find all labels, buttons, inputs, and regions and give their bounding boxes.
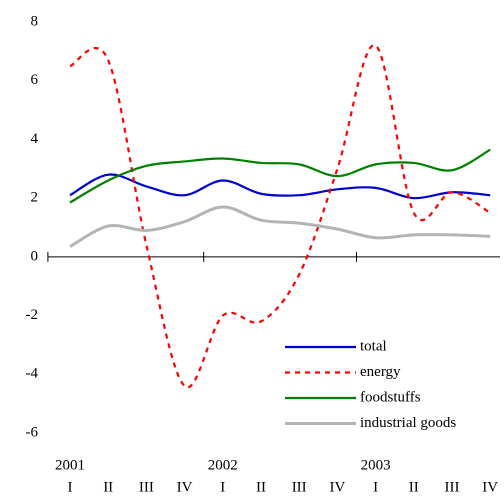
y-tick-label: -6 [26, 424, 39, 440]
year-label: 2001 [55, 457, 85, 473]
y-tick-label: 0 [31, 248, 39, 264]
x-tick-label: III [292, 479, 307, 495]
series-line [69, 44, 491, 389]
year-label: 2003 [361, 457, 391, 473]
x-tick-label: II [409, 479, 419, 495]
y-tick-label: -4 [26, 366, 39, 382]
x-tick-label: III [445, 479, 460, 495]
y-tick-label: -2 [26, 307, 39, 323]
series-line [69, 148, 491, 204]
legend-label: total [360, 338, 387, 354]
series-line [69, 173, 491, 200]
y-tick-label: 6 [31, 72, 39, 88]
legend-label: foodstuffs [360, 389, 421, 405]
x-tick-label: I [220, 479, 225, 495]
year-label: 2002 [208, 457, 238, 473]
x-tick-label: I [373, 479, 378, 495]
x-tick-label: I [68, 479, 73, 495]
x-tick-label: II [103, 479, 113, 495]
x-tick-label: III [139, 479, 154, 495]
y-tick-label: 8 [31, 13, 39, 29]
series-line [69, 205, 491, 248]
x-tick-label: IV [482, 479, 498, 495]
x-tick-label: IV [329, 479, 345, 495]
y-tick-label: 4 [31, 131, 39, 147]
x-tick-label: II [256, 479, 266, 495]
y-tick-label: 2 [31, 190, 39, 206]
legend-label: industrial goods [360, 415, 456, 431]
x-tick-label: IV [177, 479, 193, 495]
legend-label: energy [360, 364, 401, 380]
